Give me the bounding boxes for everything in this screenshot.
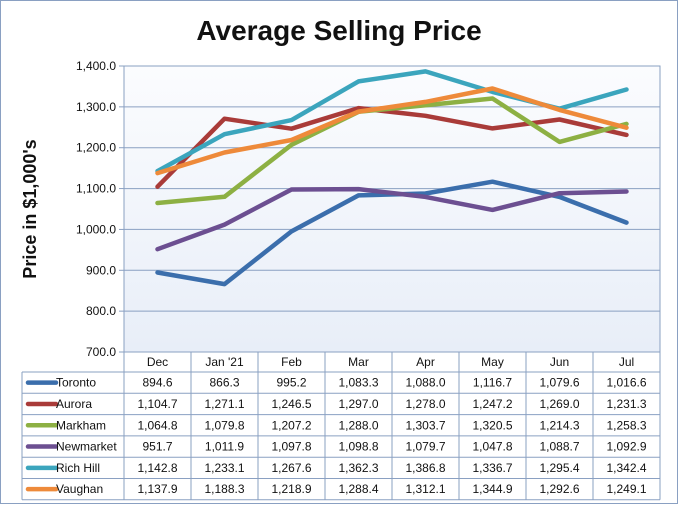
data-label: 1,246.5 (271, 397, 311, 411)
data-label: 1,320.5 (472, 418, 512, 432)
data-label: 1,079.8 (204, 418, 244, 432)
data-label: 866.3 (209, 376, 239, 390)
data-label: 1,098.8 (338, 440, 378, 454)
data-label: 1,088.0 (405, 376, 445, 390)
y-tick-label: 1,100.0 (76, 182, 116, 196)
data-label: 1,271.1 (204, 397, 244, 411)
data-label: 1,247.2 (472, 397, 512, 411)
y-tick-label: 1,400.0 (76, 59, 116, 73)
y-axis-label: Price in $1,000's (20, 139, 40, 278)
data-label: 1,295.4 (539, 461, 579, 475)
data-label: 1,342.4 (606, 461, 646, 475)
data-label: 995.2 (276, 376, 306, 390)
legend-label-vaughan: Vaughan (56, 482, 103, 496)
data-label: 1,104.7 (137, 397, 177, 411)
y-tick-label: 1,200.0 (76, 141, 116, 155)
data-label: 1,288.4 (338, 482, 378, 496)
data-label: 1,269.0 (539, 397, 579, 411)
data-label: 1,303.7 (405, 418, 445, 432)
data-label: 1,079.6 (539, 376, 579, 390)
data-label: 1,092.9 (606, 440, 646, 454)
x-tick-label: Apr (416, 355, 435, 369)
data-label: 1,214.3 (539, 418, 579, 432)
data-label: 1,047.8 (472, 440, 512, 454)
x-tick-label: Feb (281, 355, 302, 369)
data-label: 1,097.8 (271, 440, 311, 454)
legend-label-newmarket: Newmarket (56, 440, 117, 454)
x-tick-label: May (481, 355, 504, 369)
legend-label-toronto: Toronto (56, 376, 96, 390)
data-label: 894.6 (142, 376, 172, 390)
data-label: 1,079.7 (405, 440, 445, 454)
data-label: 1,278.0 (405, 397, 445, 411)
y-tick-label: 1,000.0 (76, 222, 116, 236)
data-label: 1,297.0 (338, 397, 378, 411)
data-label: 1,258.3 (606, 418, 646, 432)
series-line-newmarket (155, 186, 629, 252)
series-line-aurora (155, 105, 629, 189)
data-table: Dec Jan '21 Feb Mar Apr May Jun Jul Toronto 894.6… (21, 352, 661, 501)
data-label: 1,267.6 (271, 461, 311, 475)
data-label: 1,336.7 (472, 461, 512, 475)
data-label: 1,292.6 (539, 482, 579, 496)
plot-area: 700.0 800.0 900.0 1,000.0 1,100.0 1,200.0 1,30… (76, 59, 661, 359)
data-label: 1,188.3 (204, 482, 244, 496)
x-tick-label: Dec (147, 355, 168, 369)
x-tick-label: Jan '21 (205, 355, 244, 369)
data-label: 1,088.7 (539, 440, 579, 454)
data-label: 1,137.9 (137, 482, 177, 496)
chart-title: Average Selling Price (196, 15, 481, 46)
data-label: 1,233.1 (204, 461, 244, 475)
data-label: 1,362.3 (338, 461, 378, 475)
x-tick-label: Jul (619, 355, 634, 369)
data-label: 1,344.9 (472, 482, 512, 496)
legend-label-markham: Markham (56, 418, 106, 432)
data-label: 1,016.6 (606, 376, 646, 390)
y-tick-label: 700.0 (86, 345, 116, 359)
y-tick-label: 800.0 (86, 304, 116, 318)
data-label: 1,207.2 (271, 418, 311, 432)
data-label: 1,288.0 (338, 418, 378, 432)
data-label: 1,142.8 (137, 461, 177, 475)
series-line-vaughan (155, 86, 629, 176)
data-label: 951.7 (142, 440, 172, 454)
data-label: 1,083.3 (338, 376, 378, 390)
legend-label-aurora: Aurora (56, 397, 92, 411)
x-tick-label: Jun (550, 355, 569, 369)
y-tick-label: 1,300.0 (76, 100, 116, 114)
data-label: 1,011.9 (205, 440, 244, 454)
data-label: 1,386.8 (405, 461, 445, 475)
data-label: 1,312.1 (405, 482, 445, 496)
y-tick-label: 900.0 (86, 263, 116, 277)
data-label: 1,218.9 (271, 482, 311, 496)
data-label: 1,249.1 (606, 482, 646, 496)
data-label: 1,231.3 (606, 397, 646, 411)
x-tick-label: Mar (348, 355, 369, 369)
data-label: 1,064.8 (137, 418, 177, 432)
data-label: 1,116.7 (473, 376, 512, 390)
legend-label-rich-hill: Rich Hill (56, 461, 100, 475)
